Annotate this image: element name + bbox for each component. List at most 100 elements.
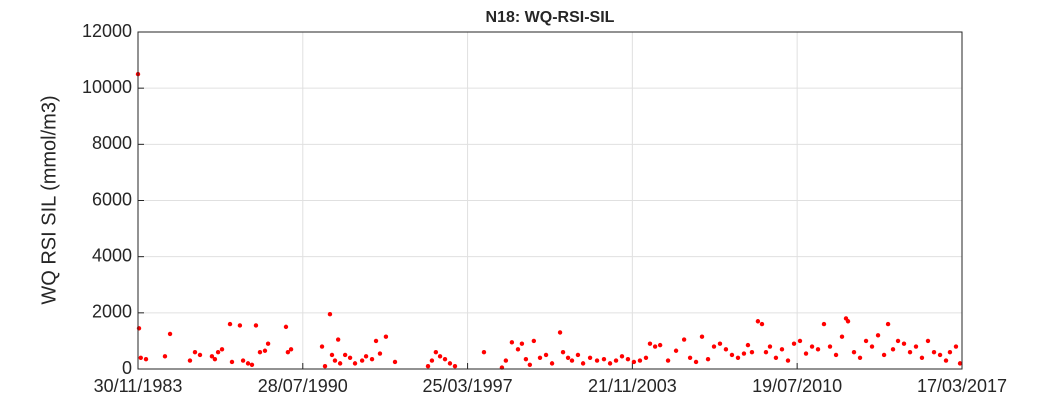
point — [262, 348, 268, 353]
point — [711, 344, 717, 349]
point — [327, 312, 333, 317]
point — [283, 324, 289, 330]
point — [437, 354, 443, 359]
point — [857, 355, 863, 360]
point — [515, 347, 521, 352]
point — [895, 338, 901, 344]
point — [527, 362, 533, 367]
point — [821, 321, 827, 327]
point — [890, 347, 896, 352]
x-tick-label: 28/07/1990 — [258, 376, 348, 396]
point — [925, 338, 931, 344]
point — [759, 321, 765, 327]
y-tick-label: 8000 — [92, 133, 132, 153]
point — [673, 348, 679, 353]
point — [569, 358, 575, 363]
point — [319, 344, 325, 349]
point — [523, 356, 529, 362]
point — [503, 358, 509, 363]
point — [773, 355, 779, 360]
chart-title: N18: WQ-RSI-SIL — [486, 9, 615, 26]
point — [481, 349, 487, 355]
x-tick-label: 25/03/1997 — [423, 376, 513, 396]
point — [943, 358, 949, 363]
point — [212, 356, 218, 362]
point — [607, 361, 613, 366]
point — [543, 352, 549, 358]
point — [433, 349, 439, 355]
point — [143, 356, 149, 362]
point — [647, 341, 653, 346]
point — [227, 321, 233, 327]
point — [657, 342, 663, 348]
x-tick-label: 19/07/2010 — [752, 376, 842, 396]
point — [863, 338, 869, 344]
y-tick-label: 2000 — [92, 302, 132, 322]
point — [565, 355, 571, 360]
point — [785, 358, 791, 363]
point — [519, 341, 525, 346]
point — [442, 356, 448, 362]
point — [729, 352, 735, 358]
point — [652, 344, 658, 349]
point — [619, 354, 625, 359]
point — [509, 340, 515, 345]
point — [537, 355, 543, 360]
point — [383, 334, 389, 339]
point — [253, 323, 259, 328]
axes-box — [137, 31, 963, 370]
point — [594, 358, 600, 363]
point — [392, 359, 398, 365]
point — [363, 354, 369, 359]
point — [907, 349, 913, 355]
point — [749, 349, 755, 355]
point — [215, 349, 221, 355]
point — [705, 356, 711, 362]
point — [167, 331, 173, 337]
point — [209, 354, 215, 359]
point — [665, 358, 671, 363]
x-tick-label: 30/11/1983 — [94, 376, 183, 396]
point — [162, 354, 168, 359]
point — [931, 349, 937, 355]
point — [919, 355, 925, 360]
point — [901, 341, 907, 346]
point — [815, 347, 821, 352]
point — [681, 337, 687, 342]
point — [755, 319, 761, 324]
point — [549, 361, 555, 366]
point — [229, 359, 235, 365]
point — [803, 351, 809, 356]
point — [335, 337, 341, 342]
point — [735, 355, 741, 360]
point — [240, 358, 246, 363]
point — [937, 352, 943, 358]
point — [197, 352, 203, 358]
point — [723, 347, 729, 352]
point — [885, 321, 891, 327]
point — [763, 349, 769, 355]
point — [557, 330, 563, 335]
point — [833, 352, 839, 358]
point — [249, 362, 255, 367]
x-tick-label: 17/03/2017 — [917, 376, 1007, 396]
point — [601, 356, 607, 362]
point — [809, 344, 815, 349]
point — [625, 356, 631, 362]
point — [560, 349, 566, 355]
point — [425, 363, 431, 369]
point — [580, 361, 586, 366]
point — [875, 333, 881, 338]
point — [265, 341, 271, 346]
point — [369, 356, 375, 362]
point — [329, 352, 335, 358]
point — [913, 344, 919, 349]
point — [359, 358, 365, 363]
point — [587, 355, 593, 360]
y-axis-label: WQ RSI SIL (mmol/m3) — [38, 95, 60, 304]
point — [717, 341, 723, 346]
point — [288, 347, 294, 352]
point — [192, 349, 198, 355]
y-tick-label: 6000 — [92, 189, 132, 209]
